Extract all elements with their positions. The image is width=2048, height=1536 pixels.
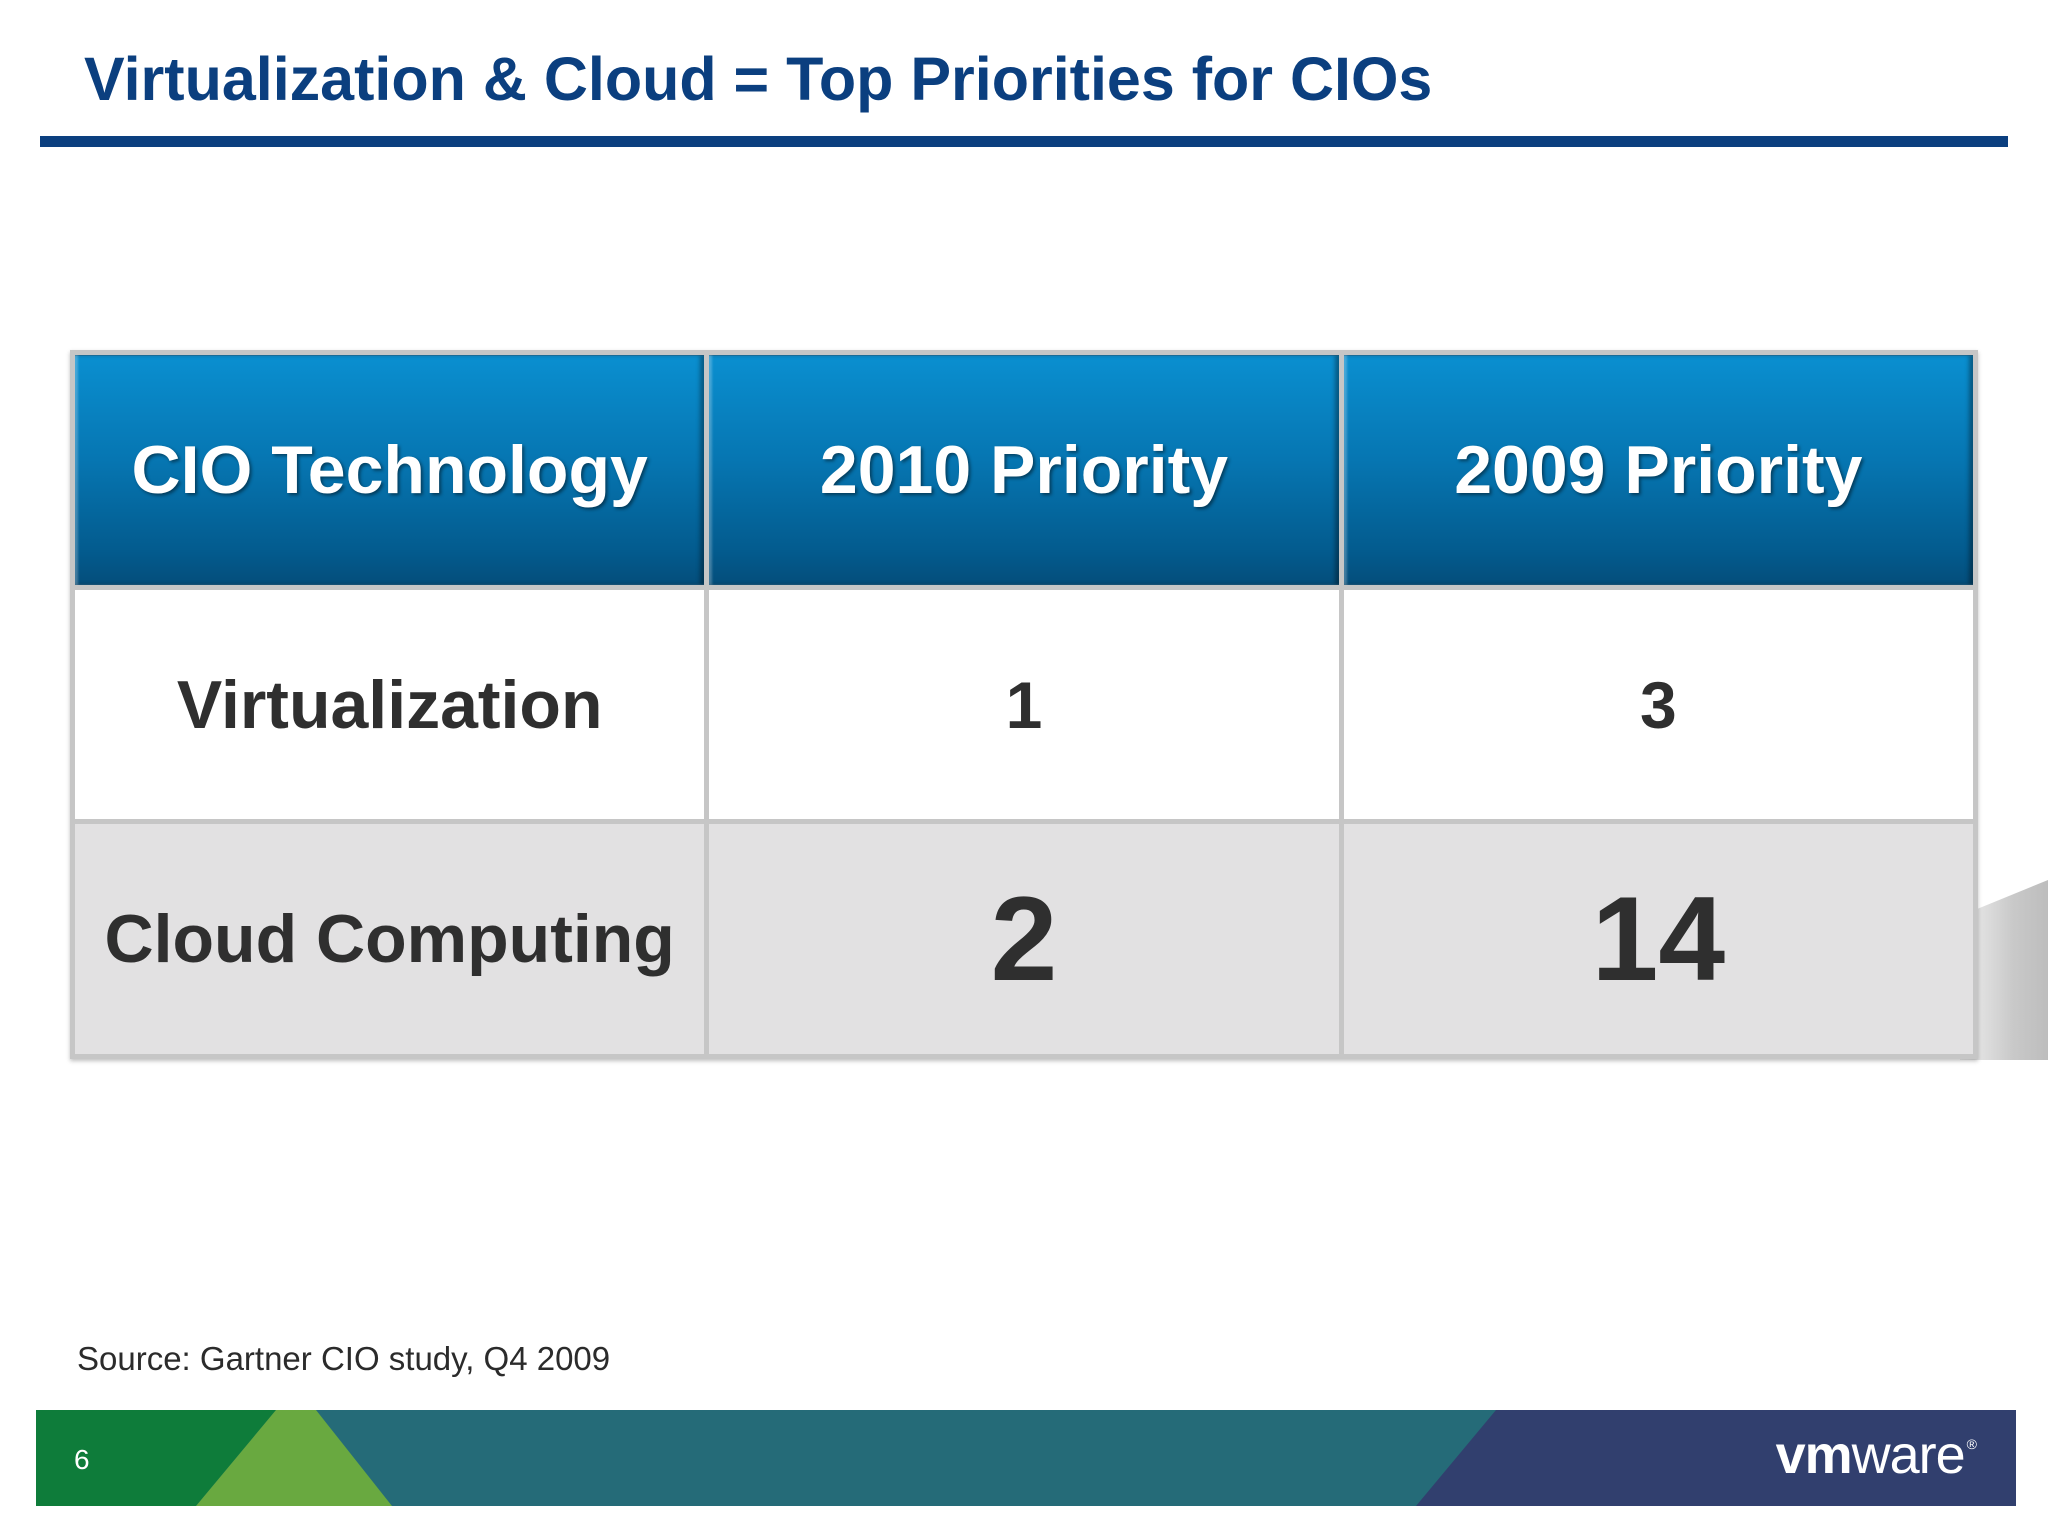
source-note: Source: Gartner CIO study, Q4 2009 bbox=[77, 1340, 611, 1377]
priority-2010-cell: 1 bbox=[704, 585, 1344, 824]
table-header-row: CIO Technology 2010 Priority 2009 Priori… bbox=[69, 350, 1979, 590]
technology-cell: Cloud Computing bbox=[69, 819, 710, 1059]
table-row: Virtualization 1 3 bbox=[69, 585, 1979, 824]
table-row: Cloud Computing 2 14 bbox=[69, 819, 1979, 1059]
priority-2009-cell: 3 bbox=[1338, 585, 1979, 824]
footer-band: 6 vmware ® bbox=[36, 1410, 2016, 1506]
title-rule bbox=[40, 136, 2008, 147]
header-cio-technology: CIO Technology bbox=[69, 350, 710, 590]
footer-graphic bbox=[36, 1410, 2016, 1506]
priority-table: CIO Technology 2010 Priority 2009 Priori… bbox=[69, 350, 1979, 1059]
technology-cell: Virtualization bbox=[69, 585, 710, 824]
header-2010-priority: 2010 Priority bbox=[704, 350, 1344, 590]
header-2009-priority: 2009 Priority bbox=[1338, 350, 1979, 590]
page-number: 6 bbox=[74, 1444, 90, 1475]
priority-2009-cell: 14 bbox=[1338, 819, 1979, 1059]
footer-navy-band bbox=[1416, 1410, 2016, 1506]
priority-2010-cell: 2 bbox=[704, 819, 1344, 1059]
slide-title: Virtualization & Cloud = Top Priorities … bbox=[84, 45, 1433, 113]
footer-lightgreen-triangle bbox=[196, 1410, 392, 1506]
vmware-logo: vmware ® bbox=[1775, 1425, 1977, 1485]
